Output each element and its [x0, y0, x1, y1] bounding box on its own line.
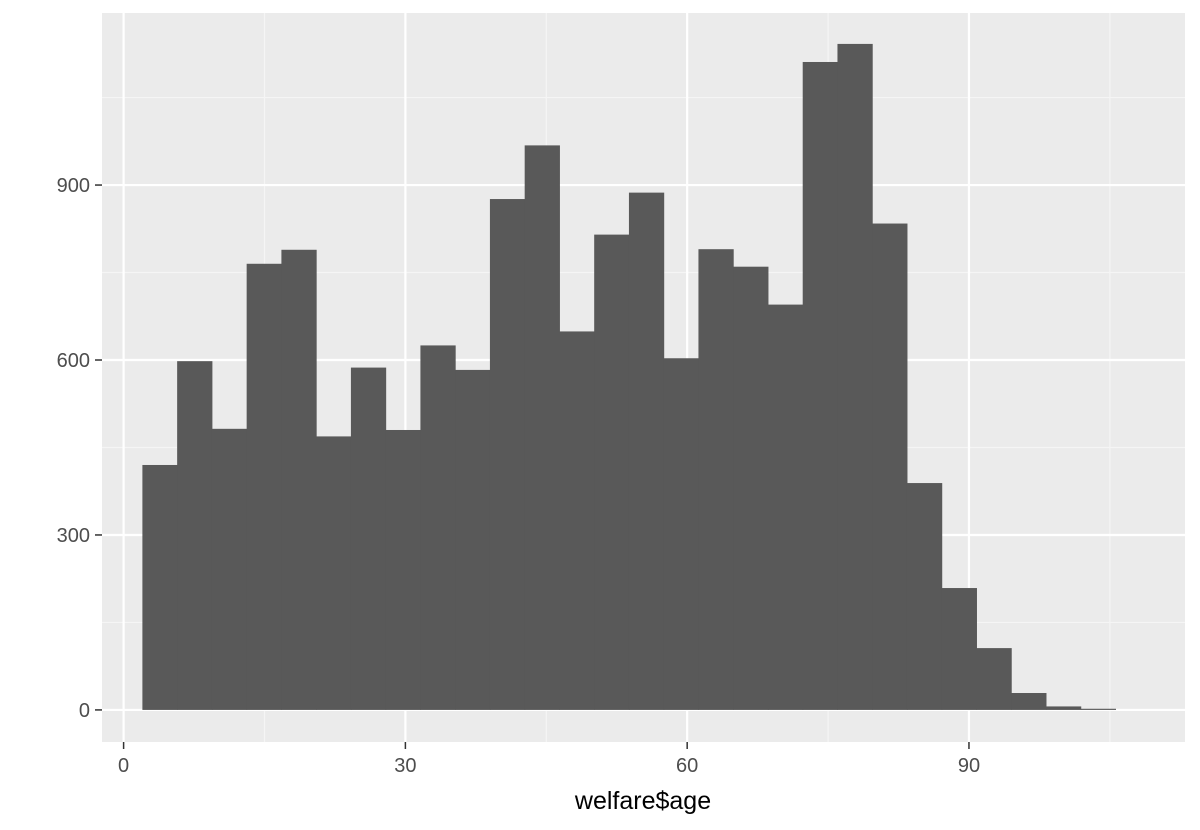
histogram-bar	[524, 145, 560, 710]
histogram-bar	[663, 358, 699, 710]
y-axis: 0 300 600 900	[57, 175, 102, 722]
y-tick-label: 0	[79, 700, 90, 722]
histogram-bar	[281, 249, 317, 710]
histogram-bar	[906, 483, 943, 710]
histogram-bar	[489, 199, 526, 710]
histogram-bar	[385, 429, 421, 710]
histogram-bar	[211, 428, 248, 710]
histogram-bar	[559, 331, 595, 710]
histogram-bar	[628, 192, 665, 710]
x-tick-label: 90	[958, 755, 980, 777]
y-tick-label: 900	[57, 175, 90, 197]
histogram-bar	[455, 369, 491, 710]
histogram-bar	[177, 361, 213, 710]
histogram-bar	[594, 234, 630, 710]
histogram-bar	[698, 249, 734, 710]
histogram-bar	[733, 266, 769, 710]
x-tick-label: 60	[676, 755, 698, 777]
x-tick-label: 30	[394, 755, 416, 777]
histogram-bar	[1080, 708, 1116, 710]
histogram-bars	[142, 43, 1116, 710]
histogram-bar	[1011, 693, 1047, 710]
y-tick-label: 300	[57, 525, 90, 547]
histogram-bar	[802, 61, 838, 710]
histogram-bar	[941, 588, 977, 710]
histogram-bar	[316, 436, 352, 710]
histogram-bar	[976, 648, 1012, 710]
histogram-bar	[246, 263, 282, 710]
x-tick-label: 0	[118, 755, 129, 777]
histogram-bar	[420, 345, 456, 710]
histogram-bar	[142, 464, 178, 710]
histogram-bar	[837, 43, 873, 710]
x-axis: 0 30 60 90	[118, 742, 980, 777]
histogram-bar	[872, 223, 908, 710]
x-axis-title: welfare$age	[574, 787, 711, 815]
y-tick-label: 600	[57, 350, 90, 372]
histogram-bar	[767, 304, 804, 710]
histogram-bar	[350, 367, 387, 710]
histogram-bar	[1045, 706, 1082, 710]
